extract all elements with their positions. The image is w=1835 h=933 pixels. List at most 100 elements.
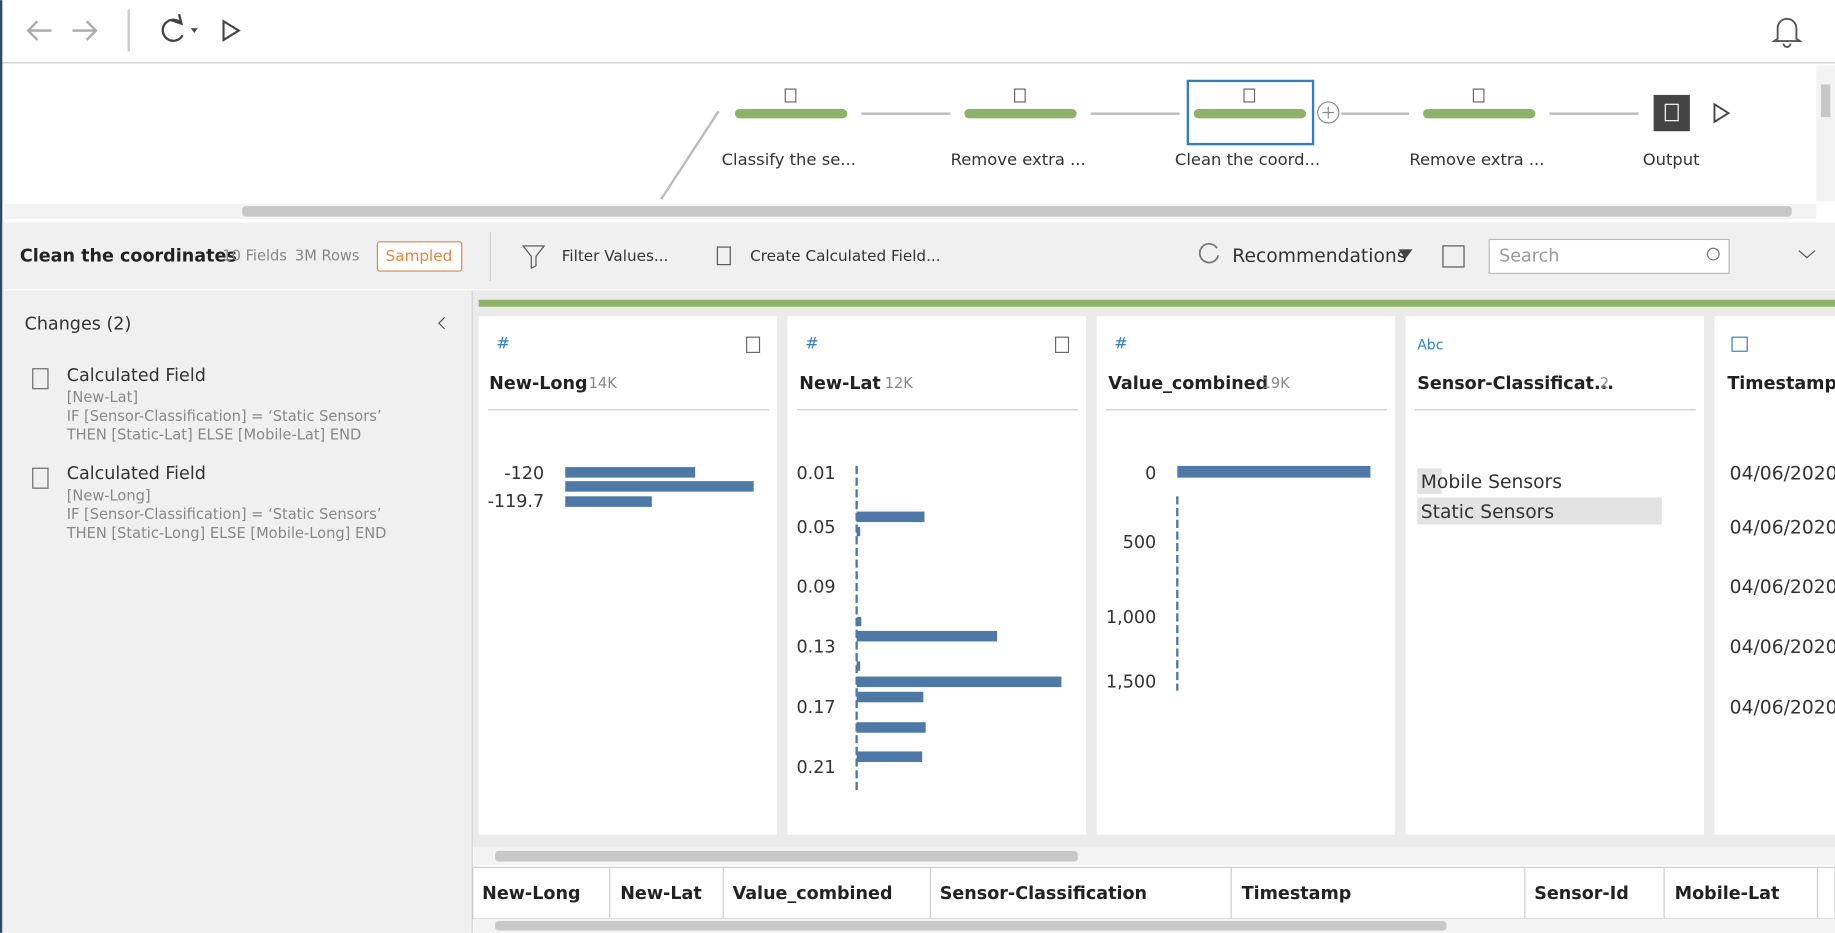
change-field: [New-Lat]	[67, 389, 138, 406]
column-header[interactable]: Sensor-Classification	[940, 884, 1147, 904]
selected-step[interactable]	[1186, 79, 1315, 146]
axis-label: 0.13	[797, 637, 836, 657]
column-header[interactable]: New-Long	[482, 884, 580, 904]
run-button[interactable]	[222, 19, 241, 42]
type-icon: #	[496, 334, 510, 353]
axis-labels: 0.01 0.05 0.09 0.13 0.17 0.21	[797, 464, 836, 778]
card-menu[interactable]	[1055, 336, 1070, 353]
recommendations[interactable]: Recommendations	[1232, 246, 1406, 267]
column-header[interactable]: Timestamp	[1242, 884, 1352, 904]
changes-title: Changes (2)	[25, 314, 132, 334]
window-edge	[0, 0, 3, 933]
column-header[interactable]: Mobile-Lat	[1675, 884, 1780, 904]
step-label[interactable]: Classify the se...	[722, 150, 856, 169]
layout-icon[interactable]	[1442, 245, 1465, 268]
axis-label: -119.7	[488, 492, 545, 512]
output-icon[interactable]	[1653, 94, 1690, 132]
histogram-bar	[1177, 465, 1371, 478]
date-value: 04/06/2020,	[1730, 698, 1835, 719]
type-icons: # # # Abc	[496, 334, 1443, 354]
change-icon	[32, 368, 49, 390]
v-scroll-thumb[interactable]	[1820, 84, 1831, 118]
type-icon: #	[805, 334, 819, 353]
field-count: 10 Fields	[222, 247, 287, 264]
step-icons	[784, 88, 1485, 103]
column-header[interactable]: Sensor-Id	[1534, 884, 1629, 904]
collapse-pane[interactable]	[438, 316, 446, 330]
column-header[interactable]: Value_combined	[733, 884, 893, 904]
value-bar	[1417, 468, 1442, 495]
h-scroll-thumb[interactable]	[495, 850, 1078, 862]
toolbar	[0, 0, 1835, 63]
histogram	[856, 511, 1062, 762]
card-title: New-Lat	[799, 374, 881, 394]
axis-label: 500	[1123, 533, 1157, 553]
notifications[interactable]	[1771, 17, 1803, 48]
search-icon	[1706, 247, 1720, 261]
dropdown[interactable]	[1398, 249, 1413, 259]
search-placeholder: Search	[1499, 246, 1559, 266]
axis-label: 1,000	[1106, 608, 1156, 628]
changes-pane	[2, 290, 472, 933]
refresh-button[interactable]	[161, 13, 184, 42]
step-label[interactable]: Remove extra ...	[1409, 150, 1544, 169]
search-box[interactable]	[1488, 238, 1730, 274]
card-title: Timestamp	[1727, 374, 1835, 394]
card-menu[interactable]	[746, 336, 761, 353]
column-header[interactable]: New-Lat	[620, 884, 702, 904]
h-scroll-thumb[interactable]	[242, 206, 1792, 217]
step-bar	[478, 299, 1835, 307]
flow-steps	[734, 108, 1536, 119]
calc-action[interactable]: Create Calculated Field...	[750, 247, 940, 265]
recommend-icon	[1198, 242, 1220, 264]
card-count: 19K	[1262, 375, 1291, 392]
step-title: Clean the coordinates	[20, 246, 237, 266]
date-icon	[1731, 336, 1748, 352]
card-count: 2	[1600, 375, 1609, 392]
axis-label: 0.05	[797, 518, 836, 538]
grid-dividers	[609, 867, 1819, 919]
step-label[interactable]: Clean the coord...	[1175, 150, 1320, 169]
change-type[interactable]: Calculated Field	[67, 464, 206, 484]
histogram	[565, 467, 754, 507]
badge-text: Sampled	[386, 247, 453, 265]
add-icon	[1322, 106, 1335, 119]
type-icon: #	[1114, 334, 1128, 353]
date-value: 04/06/2020,	[1730, 517, 1835, 538]
date-value: 04/06/2020,	[1730, 637, 1835, 658]
card-count: 14K	[589, 375, 618, 392]
cards	[478, 316, 1835, 835]
category-value[interactable]: Mobile Sensors	[1421, 472, 1562, 493]
date-value: 04/06/2020,	[1730, 464, 1835, 485]
axis-label: 0	[1145, 464, 1156, 484]
date-value: 04/06/2020,	[1730, 577, 1835, 598]
run-output[interactable]	[1713, 102, 1731, 124]
card-title: Sensor-Classificat...	[1417, 374, 1614, 394]
h-scroll-thumb[interactable]	[495, 921, 1447, 931]
change-type[interactable]: Calculated Field	[67, 366, 206, 386]
collapse[interactable]	[1798, 250, 1816, 259]
refresh-menu[interactable]	[190, 28, 198, 33]
card-title: Value_combined	[1108, 374, 1268, 394]
axis-label: 1,500	[1106, 672, 1156, 692]
category-value[interactable]: Static Sensors	[1421, 502, 1554, 523]
forward-button[interactable]	[72, 20, 98, 41]
axis-label: 0.09	[797, 578, 836, 598]
grid-header	[472, 866, 1835, 920]
type-icon: Abc	[1417, 337, 1443, 353]
output-glyph	[1664, 103, 1679, 122]
row-count: 3M Rows	[295, 247, 360, 264]
back-button[interactable]	[26, 20, 52, 41]
flow-link	[660, 110, 720, 200]
axis-label: 0.17	[797, 698, 836, 718]
axis-label: -120	[504, 464, 544, 484]
step-label[interactable]: Output	[1643, 150, 1700, 169]
sampled-badge[interactable]	[376, 241, 463, 272]
step-label[interactable]: Remove extra ...	[951, 150, 1086, 169]
axis-label: 0.01	[797, 464, 836, 484]
filter-action[interactable]: Filter Values...	[562, 247, 669, 265]
calc-icon	[716, 246, 731, 266]
change-expr: THEN [Static-Lat] ELSE [Mobile-Lat] END	[66, 426, 362, 443]
